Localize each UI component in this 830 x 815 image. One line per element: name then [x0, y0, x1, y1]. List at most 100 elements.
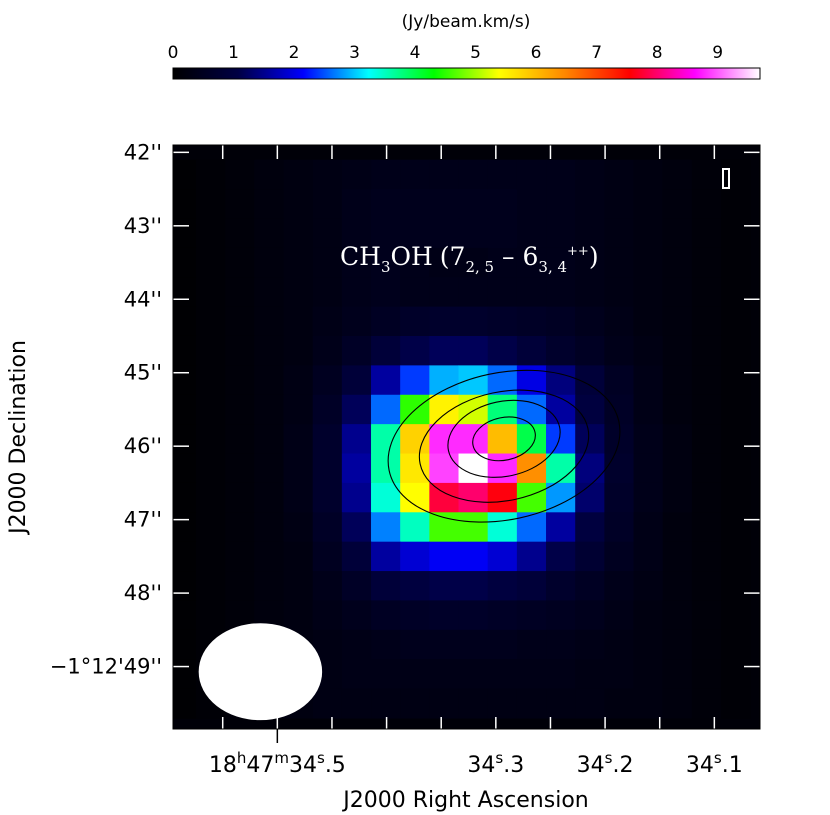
heatmap-pixel	[487, 482, 518, 513]
heatmap-pixel	[371, 482, 401, 513]
heatmap-pixel	[633, 335, 664, 366]
heatmap-pixel	[173, 335, 197, 366]
heatmap-pixel	[458, 453, 489, 484]
heatmap-pixel	[312, 482, 343, 513]
heatmap-pixel	[400, 335, 430, 366]
line-label-open: (7	[440, 242, 466, 271]
heatmap-pixel	[516, 218, 547, 249]
heatmap-pixel	[575, 453, 605, 484]
heatmap-pixel	[546, 306, 576, 337]
heatmap-pixel	[312, 571, 343, 602]
x-tick-label: 34s.1	[686, 749, 743, 778]
heatmap-pixel	[721, 512, 751, 543]
heatmap-pixel	[604, 218, 635, 249]
heatmap-pixel	[516, 159, 547, 190]
y-tick-label: 46''	[124, 434, 162, 458]
heatmap-pixel	[691, 365, 722, 396]
heatmap-pixel	[341, 600, 372, 631]
heatmap-pixel	[429, 453, 460, 484]
colorbar-tick-label: 7	[591, 43, 602, 63]
heatmap-pixel	[721, 247, 751, 278]
heatmap-pixel	[173, 571, 197, 602]
heatmap-pixel	[371, 629, 401, 660]
heatmap-pixel	[371, 218, 401, 249]
heatmap-pixel	[283, 424, 314, 455]
heatmap-pixel	[575, 600, 605, 631]
heatmap-pixel	[225, 365, 255, 396]
colorbar-tick-label: 6	[531, 43, 542, 63]
heatmap-pixel	[429, 424, 460, 455]
heatmap-pixel	[662, 688, 693, 719]
heatmap-pixel	[196, 365, 226, 396]
heatmap-pixel	[371, 394, 401, 425]
line-label-dash: – 6	[494, 242, 538, 271]
x-tick-label-part: 34	[467, 753, 495, 778]
plot-area: CH3OH (72, 5 – 63, 4++)	[172, 144, 761, 743]
heatmap-pixel	[458, 482, 489, 513]
heatmap-pixel	[429, 629, 460, 660]
heatmap-pixel	[196, 306, 226, 337]
heatmap-pixel	[173, 512, 197, 543]
heatmap-pixel	[662, 394, 693, 425]
heatmap-pixel	[546, 600, 576, 631]
heatmap-pixel	[283, 453, 314, 484]
heatmap-pixel	[371, 335, 401, 366]
heatmap-pixel	[691, 218, 722, 249]
heatmap-pixel	[371, 306, 401, 337]
heatmap-pixel	[662, 571, 693, 602]
heatmap-pixel	[575, 159, 605, 190]
heatmap-pixel	[312, 335, 343, 366]
heatmap-pixel	[225, 306, 255, 337]
heatmap-pixel	[196, 424, 226, 455]
heatmap-pixel	[604, 365, 635, 396]
line-label-molecule: CH	[340, 242, 381, 271]
heatmap-pixel	[458, 659, 489, 690]
heatmap-pixel	[341, 453, 372, 484]
heatmap-pixel	[341, 629, 372, 660]
heatmap-pixel	[662, 189, 693, 220]
contour-level-3	[447, 399, 561, 478]
heatmap-pixel	[283, 512, 314, 543]
heatmap-pixel	[429, 541, 460, 572]
heatmap-pixel	[633, 512, 664, 543]
heatmap-pixel	[283, 571, 314, 602]
heatmap-pixel	[691, 394, 722, 425]
heatmap-pixel	[546, 335, 576, 366]
heatmap-pixel	[173, 365, 197, 396]
heatmap-pixel	[691, 277, 722, 308]
heatmap-pixel	[283, 335, 314, 366]
heatmap-pixel	[633, 453, 664, 484]
x-tick-label-unit: h	[237, 749, 247, 767]
x-tick-label-part: 34	[289, 753, 317, 778]
heatmap-pixel	[721, 659, 751, 690]
x-tick-label-unit: s	[317, 749, 325, 767]
heatmap-pixel	[487, 218, 518, 249]
line-label-lower-sub: 3, 4	[538, 258, 567, 276]
heatmap-pixel	[225, 247, 255, 278]
heatmap-pixel	[283, 306, 314, 337]
heatmap-pixel	[546, 394, 576, 425]
heatmap-pixel	[196, 541, 226, 572]
heatmap-pixel	[487, 277, 518, 308]
heatmap-pixel	[371, 659, 401, 690]
line-label-close: )	[589, 242, 599, 271]
heatmap-pixel	[662, 659, 693, 690]
heatmap-pixel	[721, 424, 751, 455]
heatmap-pixel	[633, 189, 664, 220]
colorbar-label: (Jy/beam.km/s)	[402, 12, 531, 32]
heatmap-pixel	[225, 482, 255, 513]
x-tick-label: 18h47m34s.5	[209, 749, 346, 778]
heatmap-pixel	[516, 306, 547, 337]
heatmap-pixel	[721, 571, 751, 602]
heatmap-pixel	[604, 335, 635, 366]
heatmap-pixel	[196, 159, 226, 190]
heatmap-pixel	[662, 247, 693, 278]
heatmap-pixel	[400, 306, 430, 337]
y-tick-label: 47''	[124, 508, 162, 532]
heatmap-pixel	[691, 659, 722, 690]
heatmap-pixel	[487, 247, 518, 278]
heatmap-pixel	[283, 277, 314, 308]
heatmap-pixel	[400, 541, 430, 572]
heatmap-pixel	[458, 541, 489, 572]
heatmap-pixel	[516, 512, 547, 543]
